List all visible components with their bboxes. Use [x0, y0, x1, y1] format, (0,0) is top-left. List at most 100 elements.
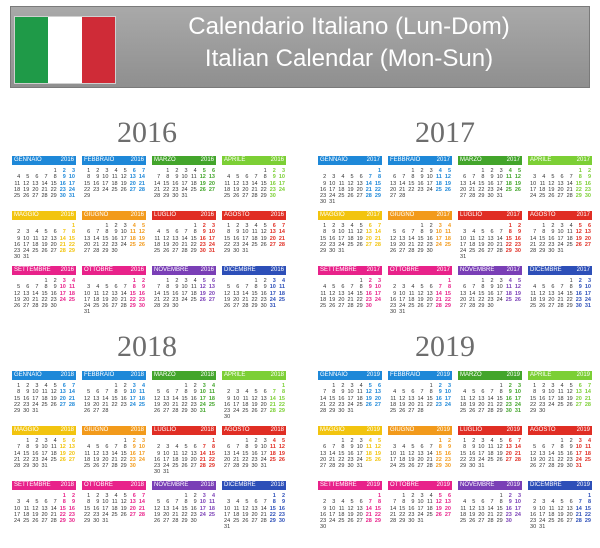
- day-cell: 10: [208, 229, 215, 236]
- month-days-grid: 1 2 3 4 5 6 7 8 9 10 11 12 13 14 15 16 17 18 19 20 21 22 23 24 2…: [12, 165, 76, 199]
- day-cell: 29: [50, 193, 57, 200]
- month-marzo-2016: MARZO 2016 1 2 3 4 5 6 7 8 9 10 11 12 13 14 15 16 17 18 19 20…: [152, 156, 216, 208]
- day-cell: 25: [347, 241, 354, 248]
- day-cell: 11: [539, 180, 546, 187]
- day-cell: 2: [508, 493, 512, 499]
- day-cell: 10: [548, 389, 555, 396]
- day-cell: 17: [557, 235, 564, 242]
- month-name: FEBBRAIO: [390, 157, 421, 163]
- day-cell: 24: [102, 511, 109, 518]
- day-cell: 24: [426, 186, 433, 193]
- day-cell: 24: [68, 186, 75, 193]
- day-cell: 29: [478, 193, 485, 200]
- day-cell: 2: [569, 438, 573, 444]
- day-cell: 19: [356, 235, 363, 242]
- banner-title-english: Italian Calendar (Mon-Sun): [204, 45, 494, 72]
- day-cell: 10: [59, 284, 66, 291]
- day-cell: 8: [447, 284, 451, 291]
- day-cell: 2: [411, 493, 415, 499]
- day-cell: 22: [444, 296, 451, 303]
- month-name: APRILE: [224, 157, 246, 163]
- day-cell: 11: [251, 229, 258, 236]
- day-cell: 20: [390, 186, 397, 193]
- month-name: MARZO: [154, 372, 176, 378]
- day-cell: 23: [111, 241, 118, 248]
- day-cell: 13: [242, 180, 249, 187]
- day-cell: 31: [269, 303, 276, 310]
- month-year: 2016: [130, 157, 144, 163]
- day-cell: 4: [341, 174, 345, 181]
- month-name: SETTEMBRE: [320, 267, 357, 273]
- day-cell: 15: [84, 180, 91, 187]
- month-ottobre-2016: OTTOBRE 2016 1 2 3 4 5 6 7 8 9 10 11 12 13 14 15 16 17 18 19…: [82, 266, 146, 318]
- day-cell: 9: [175, 174, 179, 181]
- day-cell: 17: [84, 296, 91, 303]
- day-cell: 5: [411, 444, 415, 451]
- day-cell: 5: [420, 284, 424, 291]
- day-cell: 21: [93, 241, 100, 248]
- day-cell: 23: [190, 401, 197, 408]
- day-cell: 8: [227, 229, 231, 236]
- day-cell: 10: [329, 505, 336, 512]
- day-cell: 26: [539, 303, 546, 310]
- day-cell: 20: [32, 186, 39, 193]
- month-agosto-2016: AGOSTO 2016 1 2 3 4 5 6 7 8 9 10 11 12 13 14 15 16 17 18 19 2…: [222, 211, 286, 263]
- day-cell: 28: [14, 463, 21, 470]
- day-cell: 12: [14, 290, 21, 297]
- day-cell: 8: [341, 444, 345, 451]
- day-cell: 14: [154, 290, 161, 297]
- day-cell: 20: [190, 456, 197, 463]
- month-header: MAGGIO 2019: [318, 426, 382, 435]
- day-cell: 25: [444, 241, 451, 248]
- day-cell: 19: [163, 241, 170, 248]
- day-cell: 19: [224, 296, 231, 303]
- day-cell: 10: [435, 229, 442, 236]
- day-cell: 23: [154, 463, 161, 470]
- day-cell: 30: [138, 303, 145, 310]
- day-cell: 28: [120, 303, 127, 310]
- day-cell: 5: [332, 284, 336, 291]
- day-cell: 10: [417, 499, 424, 506]
- month-year: 2019: [436, 482, 450, 488]
- day-cell: 25: [224, 193, 231, 200]
- day-cell: 22: [584, 511, 591, 518]
- day-cell: 26: [181, 463, 188, 470]
- day-cell: 3: [332, 499, 336, 506]
- day-cell: 11: [426, 499, 433, 506]
- day-cell: 29: [444, 303, 451, 310]
- day-cell: 24: [530, 193, 537, 200]
- day-cell: 14: [111, 450, 118, 457]
- day-cell: 2: [420, 168, 424, 174]
- month-header: APRILE 2017: [528, 156, 592, 165]
- month-name: APRILE: [530, 372, 552, 378]
- day-cell: 30: [469, 463, 476, 470]
- day-cell: 19: [469, 401, 476, 408]
- day-cell: 17: [102, 180, 109, 187]
- day-cell: 4: [114, 168, 118, 174]
- day-cell: 22: [111, 401, 118, 408]
- month-settembre-2016: SETTEMBRE 2016 1 2 3 4 5 6 7 8 9 10 11 12 13 14 15 16 17 18…: [12, 266, 76, 318]
- day-cell: 4: [227, 174, 231, 181]
- month-name: OTTOBRE: [390, 482, 419, 488]
- day-cell: 8: [263, 174, 267, 181]
- day-cell: 22: [575, 186, 582, 193]
- day-cell: 28: [390, 518, 397, 525]
- day-cell: 26: [242, 518, 249, 525]
- month-year: 2016: [60, 157, 74, 163]
- day-cell: 9: [542, 389, 546, 396]
- month-days-grid: 1 2 3 4 5 6 7 8 9 10 11 12 13 14 15 16 17 18 19 20 21 22 23 24 2…: [222, 435, 286, 469]
- day-cell: 11: [469, 235, 476, 242]
- day-cell: 4: [411, 284, 415, 291]
- day-cell: 13: [575, 389, 582, 396]
- day-cell: 18: [460, 511, 467, 518]
- day-cell: 26: [356, 241, 363, 248]
- day-cell: 30: [111, 248, 118, 255]
- day-cell: 4: [393, 389, 397, 396]
- day-cell: 25: [32, 248, 39, 255]
- day-cell: 15: [435, 450, 442, 457]
- day-cell: 8: [578, 174, 582, 181]
- day-cell: 3: [105, 168, 109, 174]
- day-cell: 26: [329, 303, 336, 310]
- day-cell: 28: [93, 248, 100, 255]
- day-cell: 5: [481, 229, 485, 236]
